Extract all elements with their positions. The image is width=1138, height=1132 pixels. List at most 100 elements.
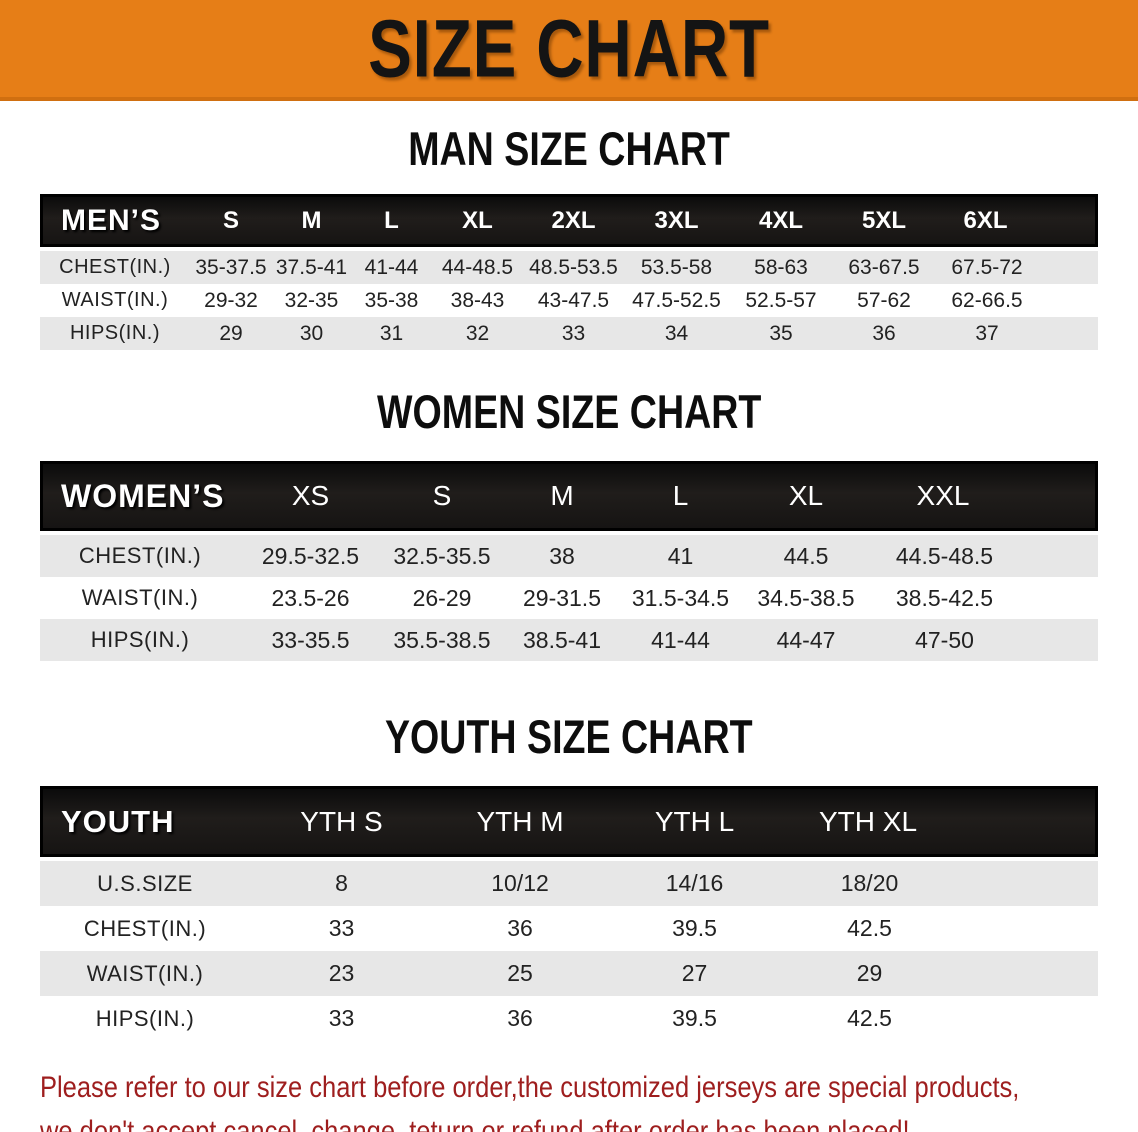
size-value-cell: 37.5-41 <box>272 247 351 284</box>
measurement-row: U.S.SIZE 8 10/12 14/16 18/20 <box>40 857 1098 906</box>
measurement-row-label: CHEST(IN.) <box>40 247 190 284</box>
size-column-header: YTH XL <box>782 786 1098 857</box>
size-value-cell: 35-37.5 <box>190 247 272 284</box>
men-table-wrap: MEN’S S M L XL 2XL 3XL 4XL 5XL 6XL CHEST(IN.) 35-3… <box>0 194 1138 350</box>
size-column-header: 4XL <box>729 194 833 247</box>
size-value-cell: 31 <box>351 317 432 350</box>
measurement-row: HIPS(IN.) 33 36 39.5 42.5 <box>40 996 1098 1041</box>
disclaimer-note: Please refer to our size chart before or… <box>0 1066 1138 1132</box>
size-value-cell: 43-47.5 <box>523 284 624 317</box>
size-chart-banner: SIZE CHART <box>0 0 1138 101</box>
size-value-cell: 47.5-52.5 <box>624 284 729 317</box>
size-column-header: 2XL <box>523 194 624 247</box>
measurement-row-label: HIPS(IN.) <box>40 619 240 661</box>
size-column-header: L <box>351 194 432 247</box>
size-value-cell: 44-47 <box>740 619 872 661</box>
size-value-cell: 30 <box>272 317 351 350</box>
women-table-header: WOMEN’S XS S M L XL XXL <box>40 461 1098 531</box>
size-value-cell: 18/20 <box>782 857 1098 906</box>
women-chart-title: WOMEN SIZE CHART <box>376 385 762 438</box>
youth-size-table: YOUTH YTH S YTH M YTH L YTH XL U.S.SIZE 8 10/1… <box>40 786 1098 1041</box>
size-value-cell: 29-31.5 <box>503 577 621 619</box>
size-column-header: YTH L <box>607 786 782 857</box>
size-value-cell: 32 <box>432 317 523 350</box>
size-column-header: YTH M <box>433 786 607 857</box>
size-value-cell: 52.5-57 <box>729 284 833 317</box>
size-value-cell: 25 <box>433 951 607 996</box>
size-value-cell: 35-38 <box>351 284 432 317</box>
size-value-cell: 36 <box>433 996 607 1041</box>
size-value-cell: 38.5-42.5 <box>872 577 1098 619</box>
measurement-row-label: HIPS(IN.) <box>40 317 190 350</box>
women-header-row: WOMEN’S XS S M L XL XXL <box>40 461 1098 531</box>
size-value-cell: 14/16 <box>607 857 782 906</box>
measurement-row-label: WAIST(IN.) <box>40 577 240 619</box>
size-value-cell: 41 <box>621 531 740 577</box>
size-column-header: M <box>272 194 351 247</box>
size-value-cell: 27 <box>607 951 782 996</box>
size-value-cell: 31.5-34.5 <box>621 577 740 619</box>
size-value-cell: 47-50 <box>872 619 1098 661</box>
measurement-row: CHEST(IN.) 29.5-32.5 32.5-35.5 38 41 44.5 44.5… <box>40 531 1098 577</box>
size-value-cell: 26-29 <box>381 577 503 619</box>
size-value-cell: 39.5 <box>607 906 782 951</box>
youth-table-body: U.S.SIZE 8 10/12 14/16 18/20 CHEST(IN.) 33 36 39… <box>40 857 1098 1041</box>
size-value-cell: 29.5-32.5 <box>240 531 381 577</box>
disclaimer-line-1: Please refer to our size chart before or… <box>40 1071 1020 1104</box>
measurement-row-label: CHEST(IN.) <box>40 531 240 577</box>
table-group-label: MEN’S <box>40 194 190 247</box>
size-value-cell: 35 <box>729 317 833 350</box>
measurement-row-label: WAIST(IN.) <box>40 284 190 317</box>
measurement-row-label: U.S.SIZE <box>40 857 250 906</box>
measurement-row-label: CHEST(IN.) <box>40 906 250 951</box>
size-column-header: S <box>381 461 503 531</box>
size-column-header: XS <box>240 461 381 531</box>
size-value-cell: 29-32 <box>190 284 272 317</box>
youth-header-row: YOUTH YTH S YTH M YTH L YTH XL <box>40 786 1098 857</box>
size-value-cell: 63-67.5 <box>833 247 935 284</box>
size-value-cell: 62-66.5 <box>935 284 1098 317</box>
measurement-row: HIPS(IN.) 33-35.5 35.5-38.5 38.5-41 41-44 44-… <box>40 619 1098 661</box>
size-column-header: XL <box>740 461 872 531</box>
size-value-cell: 32-35 <box>272 284 351 317</box>
size-value-cell: 32.5-35.5 <box>381 531 503 577</box>
measurement-row: CHEST(IN.) 33 36 39.5 42.5 <box>40 906 1098 951</box>
measurement-row: WAIST(IN.) 29-32 32-35 35-38 38-43 43-47.5 47.… <box>40 284 1098 317</box>
size-column-header: 6XL <box>935 194 1098 247</box>
size-value-cell: 53.5-58 <box>624 247 729 284</box>
size-column-header: 3XL <box>624 194 729 247</box>
size-value-cell: 38 <box>503 531 621 577</box>
size-value-cell: 39.5 <box>607 996 782 1041</box>
size-value-cell: 23.5-26 <box>240 577 381 619</box>
size-value-cell: 57-62 <box>833 284 935 317</box>
size-value-cell: 41-44 <box>621 619 740 661</box>
size-value-cell: 37 <box>935 317 1098 350</box>
size-value-cell: 36 <box>833 317 935 350</box>
men-header-row: MEN’S S M L XL 2XL 3XL 4XL 5XL 6XL <box>40 194 1098 247</box>
youth-chart-title: YOUTH SIZE CHART <box>385 710 753 763</box>
size-value-cell: 34 <box>624 317 729 350</box>
size-value-cell: 38.5-41 <box>503 619 621 661</box>
size-column-header: M <box>503 461 621 531</box>
size-value-cell: 35.5-38.5 <box>381 619 503 661</box>
women-table-wrap: WOMEN’S XS S M L XL XXL CHEST(IN.) 29.5-32.5 32.… <box>0 461 1138 661</box>
size-value-cell: 8 <box>250 857 433 906</box>
measurement-row: WAIST(IN.) 23 25 27 29 <box>40 951 1098 996</box>
size-value-cell: 34.5-38.5 <box>740 577 872 619</box>
size-value-cell: 42.5 <box>782 996 1098 1041</box>
size-value-cell: 44.5 <box>740 531 872 577</box>
size-value-cell: 42.5 <box>782 906 1098 951</box>
women-size-table: WOMEN’S XS S M L XL XXL CHEST(IN.) 29.5-32.5 32.… <box>40 461 1098 661</box>
measurement-row: CHEST(IN.) 35-37.5 37.5-41 41-44 44-48.5 48.5… <box>40 247 1098 284</box>
size-value-cell: 29 <box>190 317 272 350</box>
men-table-body: CHEST(IN.) 35-37.5 37.5-41 41-44 44-48.5 48.5… <box>40 247 1098 350</box>
size-value-cell: 44.5-48.5 <box>872 531 1098 577</box>
size-value-cell: 33-35.5 <box>240 619 381 661</box>
men-chart-title: MAN SIZE CHART <box>408 122 730 175</box>
size-value-cell: 33 <box>523 317 624 350</box>
banner-title: SIZE CHART <box>368 2 770 94</box>
youth-table-wrap: YOUTH YTH S YTH M YTH L YTH XL U.S.SIZE 8 10/1… <box>0 786 1138 1041</box>
size-value-cell: 44-48.5 <box>432 247 523 284</box>
size-value-cell: 36 <box>433 906 607 951</box>
measurement-row-label: WAIST(IN.) <box>40 951 250 996</box>
